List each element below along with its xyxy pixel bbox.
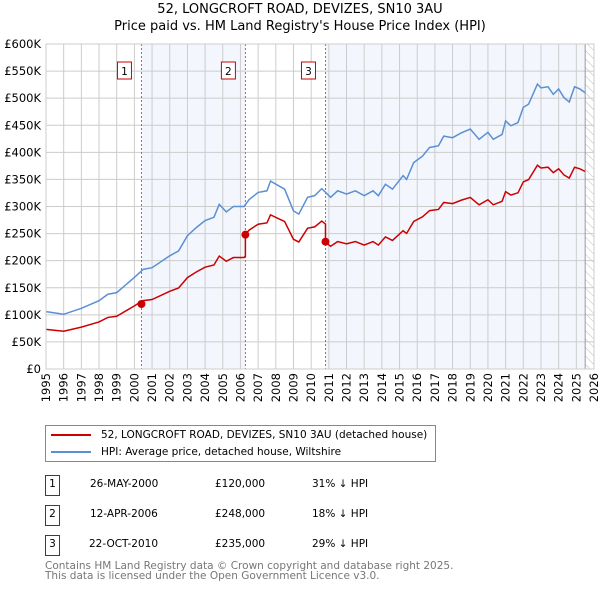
x-tick-label: 1999 <box>110 373 124 402</box>
x-tick-label: 1998 <box>92 373 106 402</box>
x-tick-label: 2008 <box>269 373 283 402</box>
x-tick-label: 2007 <box>251 373 265 402</box>
y-tick-label: £200K <box>4 254 41 268</box>
table-row: 2 12-APR-2006 £248,000 18% ↓ HPI <box>45 505 445 526</box>
x-tick-label: 2009 <box>286 373 300 402</box>
x-tick-label: 2020 <box>481 373 495 402</box>
sale-marker-box <box>116 61 132 80</box>
x-tick-label: 2006 <box>233 373 247 402</box>
price-paid-line <box>45 164 586 333</box>
sale-price: £235,000 <box>215 538 266 550</box>
y-tick-label: £600K <box>4 37 41 51</box>
x-tick-label: 1996 <box>57 373 71 402</box>
plot-frame <box>45 43 595 370</box>
sale-date: 22-OCT-2010 <box>89 538 158 550</box>
y-tick-label: £100K <box>4 308 41 322</box>
x-tick-label: 2005 <box>216 373 230 402</box>
y-tick-label: £350K <box>4 172 41 186</box>
sale-date: 12-APR-2006 <box>90 508 158 520</box>
sale-date: 26-MAY-2000 <box>90 478 159 490</box>
x-tick-label: 2014 <box>375 373 389 402</box>
y-tick-label: £400K <box>4 145 41 159</box>
y-tick-label: £550K <box>4 64 41 78</box>
x-tick-label: 2026 <box>587 373 600 402</box>
y-tick-label: £500K <box>4 91 41 105</box>
y-tick-label: £0 <box>26 362 41 376</box>
x-tick-label: 2019 <box>463 373 477 402</box>
legend-item-price: 52, LONGCROFT ROAD, DEVIZES, SN10 3AU (d… <box>51 427 427 443</box>
hpi-line <box>45 82 586 316</box>
chart: 1995 1996 1997 1998 1999 2000 2001 2002 2003 2004… <box>4 37 600 402</box>
x-tick-label: 2021 <box>499 373 513 402</box>
legend-item-hpi: HPI: Average price, detached house, Wilt… <box>51 444 341 460</box>
sale-price: £120,000 <box>215 478 266 490</box>
footer-copyright: Contains HM Land Registry data © Crown c… <box>45 560 454 572</box>
x-tick-label: 2003 <box>180 373 194 402</box>
sale-marker-label: 2 <box>225 66 232 78</box>
x-tick-label: 2022 <box>516 373 530 402</box>
table-row: 3 22-OCT-2010 £235,000 29% ↓ HPI <box>45 535 445 556</box>
y-tick-label: £250K <box>4 227 41 241</box>
legend-label: 52, LONGCROFT ROAD, DEVIZES, SN10 3AU (d… <box>101 429 428 441</box>
legend-label: HPI: Average price, detached house, Wilt… <box>101 446 342 458</box>
x-tick-label: 2025 <box>569 373 583 402</box>
footer-licence: This data is licensed under the Open Gov… <box>45 570 380 582</box>
sale-point <box>321 237 330 246</box>
x-tick-label: 2015 <box>393 373 407 402</box>
x-tick-label: 2016 <box>410 373 424 402</box>
y-tick-label: £450K <box>4 118 41 132</box>
table-row: 1 26-MAY-2000 £120,000 31% ↓ HPI <box>45 475 445 496</box>
x-tick-label: 2024 <box>552 373 566 402</box>
x-tick-label: 2001 <box>145 373 159 402</box>
sale-hpi-diff: 31% ↓ HPI <box>312 478 369 490</box>
x-tick-label: 2004 <box>198 373 212 402</box>
x-tick-label: 2018 <box>446 373 460 402</box>
sale-marker-badge: 3 <box>45 535 60 556</box>
legend: 52, LONGCROFT ROAD, DEVIZES, SN10 3AU (d… <box>45 425 436 462</box>
sale-marker-label: 1 <box>121 66 128 78</box>
y-tick-label: £150K <box>4 281 41 295</box>
sale-marker-box <box>220 61 236 80</box>
sale-price: £248,000 <box>215 508 266 520</box>
sale-hpi-diff: 29% ↓ HPI <box>312 538 369 550</box>
legend-swatch-blue <box>51 451 91 453</box>
x-tick-label: 2010 <box>304 373 318 402</box>
x-tick-label: 2012 <box>340 373 354 402</box>
sale-point <box>241 230 250 239</box>
chart-subtitle: Price paid vs. HM Land Registry's House … <box>114 19 486 34</box>
x-tick-label: 2000 <box>127 373 141 402</box>
legend-swatch-red <box>51 434 91 436</box>
x-tick-label: 1995 <box>39 373 53 402</box>
sale-marker-label: 3 <box>305 66 312 78</box>
y-tick-label: £300K <box>4 200 41 214</box>
sale-marker-badge: 1 <box>45 475 60 496</box>
x-tick-label: 2002 <box>163 373 177 402</box>
x-tick-label: 1997 <box>74 373 88 402</box>
x-tick-label: 2017 <box>428 373 442 402</box>
x-tick-label: 2023 <box>534 373 548 402</box>
sale-point <box>137 300 146 308</box>
y-tick-label: £50K <box>12 335 42 349</box>
x-tick-label: 2011 <box>322 373 336 402</box>
chart-title: 52, LONGCROFT ROAD, DEVIZES, SN10 3AU <box>157 2 443 17</box>
x-tick-label: 2013 <box>357 373 371 402</box>
sale-marker-box <box>300 61 316 80</box>
sale-marker-badge: 2 <box>45 505 60 526</box>
sale-hpi-diff: 18% ↓ HPI <box>312 508 369 520</box>
